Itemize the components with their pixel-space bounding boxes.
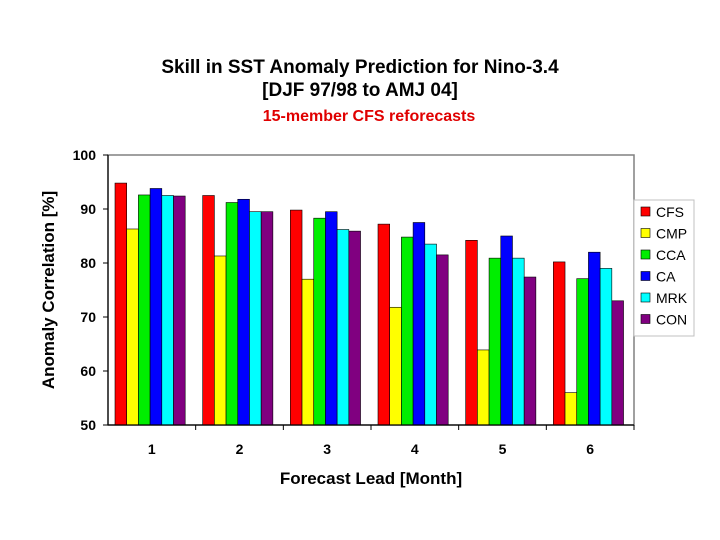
plot-frame	[107, 154, 635, 426]
bar-mrk-lead-3	[336, 229, 350, 426]
y-tick-label: 50	[80, 417, 96, 433]
y-axis-label: Anomaly Correlation [%]	[39, 191, 58, 389]
bar-ca-lead-3	[325, 211, 338, 426]
x-tick-label: 1	[148, 441, 156, 457]
legend-swatch-cfs	[640, 206, 651, 217]
bar-mrk-lead-2	[249, 211, 262, 426]
bar-cca-lead-3	[313, 217, 326, 426]
bars-group	[114, 182, 624, 426]
bar-ca-lead-4	[412, 222, 426, 426]
bar-cca-lead-2	[225, 202, 239, 426]
y-tick-label: 80	[80, 255, 96, 271]
chart-title-line-2: [DJF 97/98 to AMJ 04]	[262, 80, 458, 101]
x-tick-label: 2	[236, 441, 244, 457]
x-axis: 1 2 3 4 5 6	[108, 424, 635, 457]
bar-con-lead-1	[173, 195, 186, 426]
bar-cfs-lead-3	[290, 209, 303, 426]
bar-con-lead-5	[523, 276, 537, 426]
bar-cfs-lead-1	[114, 182, 127, 426]
legend-swatch-cca	[640, 249, 651, 260]
y-axis: 50 60 70 80 90 100	[73, 147, 109, 433]
bar-ca-lead-2	[237, 198, 250, 426]
legend-box	[633, 199, 695, 337]
chart-subtitle: 15-member CFS reforecasts	[262, 108, 476, 125]
bar-cca-lead-5	[488, 257, 502, 426]
bar-mrk-lead-5	[512, 257, 525, 426]
legend-swatch-con	[640, 314, 651, 324]
bar-cmp-lead-3	[301, 278, 315, 426]
bar-cmp-lead-4	[389, 306, 402, 426]
bar-cca-lead-1	[138, 194, 151, 426]
bar-con-lead-6	[611, 300, 624, 426]
bar-mrk-lead-6	[599, 268, 613, 426]
legend-swatch-mrk	[640, 292, 651, 303]
bar-cfs-lead-4	[377, 223, 390, 426]
legend-label-cca: CCA	[656, 247, 686, 263]
chart-title: Skill in SST Anomaly Prediction for Nino…	[0, 56, 720, 102]
x-tick-label: 5	[499, 441, 507, 457]
legend-label-mrk: MRK	[656, 290, 688, 306]
chart-title-line-1: Skill in SST Anomaly Prediction for Nino…	[161, 57, 559, 78]
y-tick-label: 90	[80, 201, 96, 217]
legend: CFS CMP CCA CA MRK CON	[633, 199, 695, 337]
bar-con-lead-2	[260, 211, 274, 426]
x-axis-label: Forecast Lead [Month]	[280, 469, 462, 488]
bar-cfs-lead-2	[202, 195, 215, 426]
bar-con-lead-3	[348, 230, 361, 426]
legend-label-con: CON	[656, 312, 687, 328]
bar-cmp-lead-5	[477, 349, 490, 426]
bar-mrk-lead-4	[424, 243, 437, 426]
x-tick-label: 3	[323, 441, 331, 457]
bar-ca-lead-6	[588, 251, 601, 426]
legend-swatch-cmp	[640, 228, 651, 238]
y-tick-label: 70	[80, 309, 96, 325]
bar-cfs-lead-5	[465, 240, 478, 426]
y-tick-label: 100	[73, 147, 97, 163]
y-tick-label: 60	[80, 363, 96, 379]
bar-cmp-lead-2	[214, 255, 227, 426]
bar-con-lead-4	[436, 254, 449, 426]
x-tick-label: 6	[586, 441, 594, 457]
bar-ca-lead-5	[500, 235, 513, 426]
bar-cmp-lead-6	[564, 392, 578, 426]
bar-mrk-lead-1	[161, 195, 174, 426]
legend-label-ca: CA	[656, 269, 676, 285]
legend-swatch-ca	[640, 271, 651, 281]
bar-ca-lead-1	[149, 188, 163, 426]
bar-cmp-lead-1	[126, 228, 139, 426]
bar-cca-lead-4	[401, 236, 414, 426]
x-tick-label: 4	[411, 441, 419, 457]
bar-cfs-lead-6	[553, 261, 566, 426]
legend-label-cfs: CFS	[656, 204, 684, 220]
bar-cca-lead-6	[576, 278, 589, 426]
legend-label-cmp: CMP	[656, 226, 687, 242]
plot-area	[107, 154, 635, 426]
